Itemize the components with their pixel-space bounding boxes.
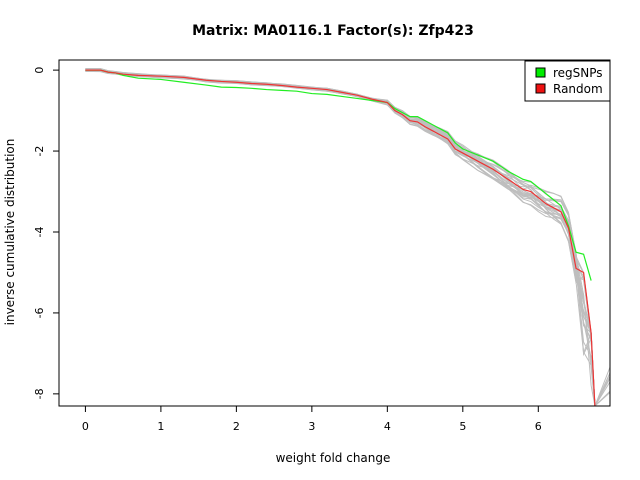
series-line-regsnps [85,69,592,281]
x-tick-label-1: 1 [157,420,164,433]
background-random-lines [85,67,610,406]
x-axis-label: weight fold change [276,451,391,465]
x-axis: 0 1 2 3 4 5 6 [82,406,542,433]
random-sample-line [85,69,596,406]
random-sample-line [85,68,610,406]
random-sample-line [85,69,610,406]
random-sample-line [85,69,610,406]
random-sample-line [85,67,596,406]
y-tick-label-3: -6 [33,307,46,318]
legend-swatch-regsnps [535,67,546,78]
random-sample-line [85,70,596,406]
x-tick-label-3: 3 [308,420,315,433]
series-line-random [85,69,596,406]
y-tick-label-1: -2 [33,146,46,157]
y-axis-label: inverse cumulative distribution [3,139,17,326]
x-tick-label-2: 2 [233,420,240,433]
plot-frame [58,59,611,407]
random-sample-line [85,68,596,406]
y-tick-label-2: -4 [33,227,46,238]
legend: regSNPs Random [524,60,611,102]
random-sample-line [85,68,596,406]
y-tick-label-0: 0 [33,67,46,74]
x-tick-label-4: 4 [384,420,391,433]
random-sample-line [85,70,596,406]
x-tick-label-0: 0 [82,420,89,433]
y-axis: 0 -2 -4 -6 -8 [33,67,59,399]
x-tick-label-6: 6 [535,420,542,433]
chart-title: Matrix: MA0116.1 Factor(s): Zfp423 [192,23,474,39]
random-sample-line [85,70,596,406]
random-sample-line [85,67,596,406]
x-tick-label-5: 5 [459,420,466,433]
random-sample-line [85,70,610,406]
random-sample-line [85,68,596,406]
y-tick-label-4: -8 [33,388,46,399]
legend-swatch-random [535,83,546,94]
random-sample-line [85,68,610,406]
random-sample-line [85,69,596,406]
legend-label-random: Random [553,82,603,96]
random-sample-line [85,69,596,406]
random-sample-line [85,69,610,406]
random-sample-line [85,70,596,406]
legend-label-regsnps: regSNPs [553,66,603,80]
random-sample-line [85,68,596,406]
series-layer [85,69,596,406]
random-sample-line [85,68,610,406]
random-sample-line [85,70,610,406]
random-sample-line [85,69,596,406]
random-sample-line [85,68,596,406]
random-sample-line [85,70,596,406]
